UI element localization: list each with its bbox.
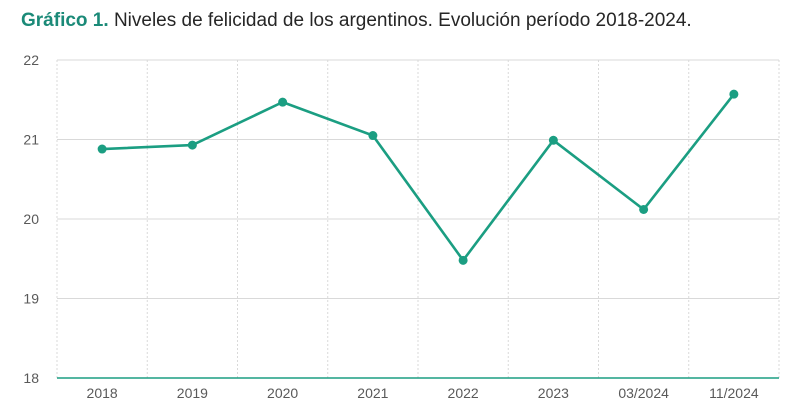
chart-title-prefix: Gráfico 1.: [21, 10, 109, 31]
series-layer: [97, 89, 739, 265]
chart-title-text: Niveles de felicidad de los argentinos. …: [113, 10, 692, 31]
y-tick-label: 20: [23, 211, 39, 227]
x-tick-label: 2023: [538, 385, 569, 401]
y-tick-label: 18: [23, 370, 39, 386]
data-point: [278, 97, 288, 107]
x-tick-label: 11/2024: [709, 385, 759, 401]
x-tick-label: 03/2024: [618, 385, 669, 401]
x-tick-label: 2021: [357, 385, 388, 401]
y-tick-label: 22: [23, 52, 39, 68]
x-tick-label: 2020: [267, 385, 298, 401]
chart-title: Gráfico 1. Niveles de felicidad de los a…: [21, 10, 692, 32]
x-tick-label: 2019: [177, 385, 208, 401]
data-point: [458, 255, 468, 265]
x-tick-label: 2022: [448, 385, 479, 401]
x-tick-labels: 2018 2019 2020 2021 2022 2023 03/2024 11/2024: [87, 385, 759, 401]
data-point: [368, 131, 378, 141]
y-tick-labels: 18 19 20 21 22: [23, 52, 39, 386]
data-point: [548, 135, 558, 145]
data-point: [639, 204, 649, 214]
grid-lines: [56, 59, 780, 378]
y-tick-label: 19: [23, 291, 39, 307]
data-point: [97, 144, 107, 154]
series-line: [102, 93, 735, 262]
x-tick-label: 2018: [87, 385, 118, 401]
data-point: [187, 140, 197, 150]
data-point: [729, 89, 739, 99]
y-tick-label: 21: [23, 132, 39, 148]
